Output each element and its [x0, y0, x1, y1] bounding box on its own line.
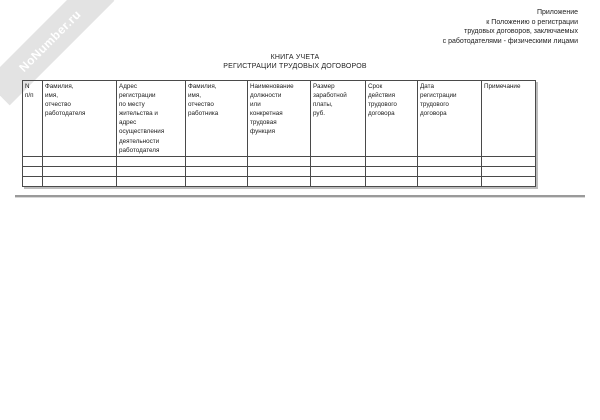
table-cell	[365, 175, 418, 187]
appendix-note-line-1: Приложение	[536, 9, 578, 16]
table-cell	[22, 155, 43, 167]
table-cell	[116, 175, 186, 187]
table-cell	[481, 155, 536, 167]
table-row	[22, 165, 536, 177]
table-header-row: N п/п Фамилия, имя, отчество работодател…	[22, 80, 536, 157]
table-cell	[310, 165, 366, 177]
table-cell	[185, 165, 248, 177]
document-title-line-1: КНИГА УЧЕТА	[270, 54, 320, 61]
table-cell	[185, 155, 248, 167]
table-cell	[116, 165, 186, 177]
table-cell	[310, 155, 366, 167]
appendix-note-line-2: к Положению о регистрации	[486, 18, 578, 26]
column-header-position: Наименование должности или конкретная тр…	[247, 80, 311, 157]
column-header-contract-term: Срок действия трудового договора	[365, 80, 418, 157]
table-cell	[310, 175, 366, 187]
table-cell	[417, 155, 482, 167]
table-cell	[247, 165, 311, 177]
table-cell	[365, 155, 418, 167]
registration-table: N п/п Фамилия, имя, отчество работодател…	[22, 80, 536, 187]
table-cell	[42, 155, 117, 167]
column-header-employee-name: Фамилия, имя, отчество работника	[185, 80, 248, 157]
table-cell	[22, 175, 43, 187]
table-cell	[365, 165, 418, 177]
table-cell	[185, 175, 248, 187]
appendix-note: Приложение к Положению о регистрации тру…	[443, 8, 578, 46]
appendix-note-line-3: трудовых договоров, заключаемых	[464, 28, 578, 35]
document-title: КНИГА УЧЕТА РЕГИСТРАЦИИ ТРУДОВЫХ ДОГОВОР…	[0, 53, 590, 71]
table-cell	[42, 165, 117, 177]
table-cell	[42, 175, 117, 187]
column-header-employer-address: Адрес регистрации по месту жительства и …	[116, 80, 186, 157]
table-cell	[22, 165, 43, 177]
table-cell	[417, 165, 482, 177]
column-header-registration-date: Дата регистрации трудового договора	[417, 80, 482, 157]
table-cell	[247, 155, 311, 167]
horizontal-divider	[15, 195, 585, 198]
table-cell	[481, 165, 536, 177]
column-header-number: N п/п	[22, 80, 43, 157]
column-header-employer-name: Фамилия, имя, отчество работодателя	[42, 80, 117, 157]
table-cell	[247, 175, 311, 187]
appendix-note-line-4: с работодателями - физическими лицами	[442, 37, 578, 45]
table-row	[22, 175, 536, 187]
table-row	[22, 155, 536, 167]
column-header-notes: Примечание	[481, 80, 536, 157]
table-cell	[417, 175, 482, 187]
column-header-salary: Размер заработной платы, руб.	[310, 80, 366, 157]
table-cell	[481, 175, 536, 187]
table-cell	[116, 155, 186, 167]
document-title-line-2: РЕГИСТРАЦИИ ТРУДОВЫХ ДОГОВОРОВ	[223, 63, 367, 70]
